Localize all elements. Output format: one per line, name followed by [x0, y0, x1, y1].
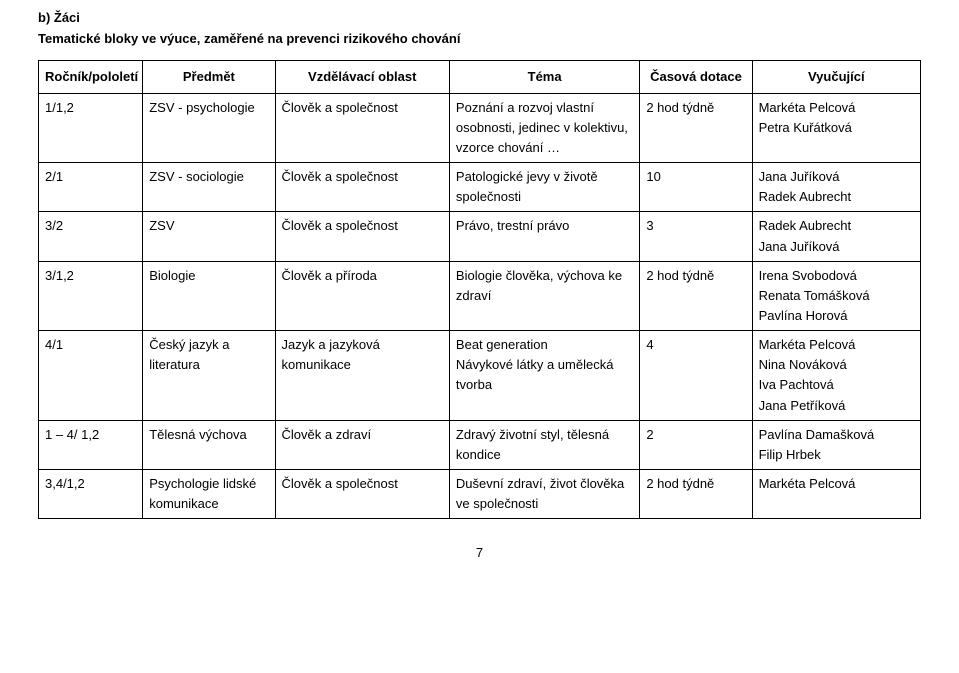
document-page: b) Žáci Tematické bloky ve výuce, zaměře…	[0, 0, 959, 560]
cell: 4/1	[39, 331, 143, 421]
cell: ZSV - psychologie	[143, 93, 275, 162]
cell: Irena SvobodováRenata TomáškováPavlína H…	[752, 261, 920, 330]
cell: 4	[640, 331, 752, 421]
table-row: 1 – 4/ 1,2 Tělesná výchova Člověk a zdra…	[39, 420, 921, 469]
cell: Psychologie lidské komunikace	[143, 469, 275, 518]
section-heading: b) Žáci Tematické bloky ve výuce, zaměře…	[38, 8, 921, 50]
cell: ZSV	[143, 212, 275, 261]
page-number: 7	[38, 545, 921, 560]
cell: 1 – 4/ 1,2	[39, 420, 143, 469]
cell: Člověk a společnost	[275, 212, 449, 261]
cell: 3/2	[39, 212, 143, 261]
cell: 10	[640, 163, 752, 212]
col-header: Vyučující	[752, 60, 920, 93]
cell: Biologie	[143, 261, 275, 330]
cell: ZSV - sociologie	[143, 163, 275, 212]
cell: Právo, trestní právo	[449, 212, 639, 261]
cell: Markéta PelcováNina NovákováIva Pachtová…	[752, 331, 920, 421]
cell: 2 hod týdně	[640, 469, 752, 518]
section-subtitle: Tematické bloky ve výuce, zaměřené na pr…	[38, 31, 460, 46]
table-row: 3/2 ZSV Člověk a společnost Právo, trest…	[39, 212, 921, 261]
col-header: Téma	[449, 60, 639, 93]
cell: Patologické jevy v životě společnosti	[449, 163, 639, 212]
table-row: 3/1,2 Biologie Člověk a příroda Biologie…	[39, 261, 921, 330]
cell: Člověk a společnost	[275, 93, 449, 162]
cell: Radek AubrechtJana Juříková	[752, 212, 920, 261]
cell: Jazyk a jazyková komunikace	[275, 331, 449, 421]
cell: Beat generationNávykové látky a umělecká…	[449, 331, 639, 421]
table-body: 1/1,2 ZSV - psychologie Člověk a společn…	[39, 93, 921, 519]
cell: Člověk a příroda	[275, 261, 449, 330]
cell: 2	[640, 420, 752, 469]
cell: Poznání a rozvoj vlastní osobnosti, jedi…	[449, 93, 639, 162]
section-label: b) Žáci	[38, 10, 80, 25]
table-row: 4/1 Český jazyk a literatura Jazyk a jaz…	[39, 331, 921, 421]
cell: 1/1,2	[39, 93, 143, 162]
cell: 3	[640, 212, 752, 261]
cell: Tělesná výchova	[143, 420, 275, 469]
cell: Duševní zdraví, život člověka ve společn…	[449, 469, 639, 518]
cell: Člověk a společnost	[275, 163, 449, 212]
col-header: Ročník/pololetí	[39, 60, 143, 93]
cell: Český jazyk a literatura	[143, 331, 275, 421]
col-header: Časová dotace	[640, 60, 752, 93]
cell: Zdravý životní styl, tělesná kondice	[449, 420, 639, 469]
cell: Člověk a společnost	[275, 469, 449, 518]
cell: 2/1	[39, 163, 143, 212]
col-header: Vzdělávací oblast	[275, 60, 449, 93]
table-row: 3,4/1,2 Psychologie lidské komunikace Čl…	[39, 469, 921, 518]
cell: Člověk a zdraví	[275, 420, 449, 469]
table-row: 1/1,2 ZSV - psychologie Člověk a společn…	[39, 93, 921, 162]
cell: Biologie člověka, výchova ke zdraví	[449, 261, 639, 330]
cell: 2 hod týdně	[640, 261, 752, 330]
cell: Jana JuříkováRadek Aubrecht	[752, 163, 920, 212]
cell: Pavlína DamaškováFilip Hrbek	[752, 420, 920, 469]
curriculum-table: Ročník/pololetí Předmět Vzdělávací oblas…	[38, 60, 921, 520]
cell: 3/1,2	[39, 261, 143, 330]
cell: 3,4/1,2	[39, 469, 143, 518]
cell: 2 hod týdně	[640, 93, 752, 162]
table-header-row: Ročník/pololetí Předmět Vzdělávací oblas…	[39, 60, 921, 93]
col-header: Předmět	[143, 60, 275, 93]
cell: Markéta Pelcová	[752, 469, 920, 518]
table-row: 2/1 ZSV - sociologie Člověk a společnost…	[39, 163, 921, 212]
cell: Markéta PelcováPetra Kuřátková	[752, 93, 920, 162]
